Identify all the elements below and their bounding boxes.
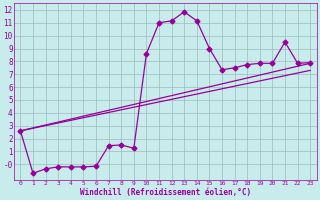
X-axis label: Windchill (Refroidissement éolien,°C): Windchill (Refroidissement éolien,°C) — [80, 188, 251, 197]
